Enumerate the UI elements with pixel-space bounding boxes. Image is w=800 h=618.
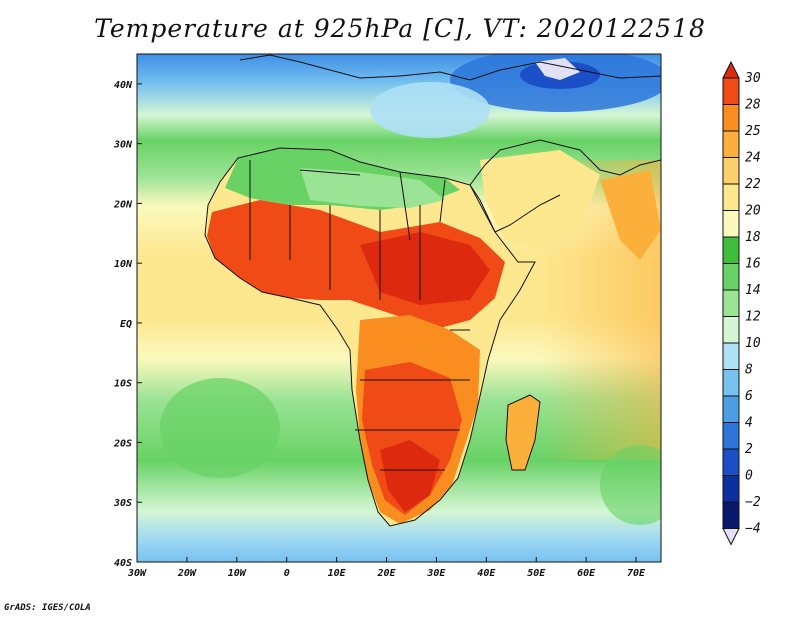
lon-tick-label: 60E	[577, 568, 596, 579]
colorbar-top-arrow	[722, 60, 740, 79]
colorbar-segment	[722, 422, 740, 450]
colorbar-segment	[722, 475, 740, 503]
lon-tick-label: 10E	[328, 568, 347, 579]
lat-tick-label: 10N	[114, 259, 133, 270]
colorbar-label: 20	[745, 204, 761, 219]
map-title: Temperature at 925hPa [C], VT: 202012251…	[94, 14, 706, 43]
colorbar-label: 30	[744, 71, 761, 86]
lat-tick-label: 40S	[114, 558, 132, 569]
lon-tick-label: 40E	[477, 568, 496, 579]
colorbar-segment	[722, 104, 740, 132]
colorbar-segment	[722, 183, 740, 211]
colorbar-segment	[722, 342, 740, 370]
lon-tick-label: 10W	[228, 568, 247, 579]
colorbar-label: 10	[745, 336, 761, 351]
colorbar-label: 22	[745, 177, 761, 192]
colorbar-label: 24	[745, 151, 761, 166]
colorbar-segment	[722, 236, 740, 264]
colorbar-segment	[722, 369, 740, 397]
colorbar-label: 2	[745, 442, 753, 457]
colorbar-bottom-arrow	[722, 528, 740, 546]
colorbar-label: −2	[745, 495, 761, 510]
lat-tick-label: 30N	[113, 140, 133, 151]
colorbar-segment	[722, 501, 740, 529]
colorbar-label: 18	[745, 230, 761, 245]
colorbar-segment	[722, 316, 740, 344]
colorbar-label: 14	[745, 283, 761, 298]
colorbar-segment	[722, 157, 740, 185]
lat-tick-label: EQ	[120, 319, 132, 330]
colorbar-label: 0	[745, 469, 753, 484]
colorbar-segment	[722, 210, 740, 238]
colorbar-segment	[722, 395, 740, 423]
lon-tick-label: 50E	[527, 568, 546, 579]
colorbar-segment	[722, 289, 740, 317]
colorbar-label: 6	[745, 389, 753, 404]
lat-tick-label: 30S	[113, 498, 132, 509]
lon-tick-label: 70E	[627, 568, 646, 579]
colorbar-segment	[722, 130, 740, 158]
lat-tick-label: 40N	[114, 80, 133, 91]
lon-tick-label: 30W	[127, 568, 147, 579]
lon-tick-label: 20W	[177, 568, 197, 579]
lon-tick-label: 0	[284, 568, 290, 579]
colorbar-label: 25	[745, 124, 761, 139]
colorbar-segment	[722, 448, 740, 476]
lat-tick-label: 10S	[114, 379, 132, 390]
lon-tick-label: 20E	[376, 568, 396, 579]
temperature-field	[137, 54, 661, 562]
longitude-axis: 30W 20W 10W 0 10E 20E 30E 40E 50E 60E 70E	[127, 557, 646, 579]
colorbar-label: 16	[745, 257, 761, 272]
lat-tick-label: 20N	[113, 199, 133, 210]
colorbar-label: 12	[745, 310, 761, 325]
colorbar-segment	[722, 77, 740, 105]
colorbar-label: −4	[745, 522, 761, 537]
colorbar-label: 8	[745, 363, 753, 378]
credit-text: GrADS: IGES/COLA	[4, 603, 91, 613]
colorbar-label: 4	[745, 416, 753, 431]
lon-tick-label: 30E	[426, 568, 446, 579]
latitude-axis: 40N 30N 20N 10N EQ 10S 20S 30S 40S	[113, 80, 142, 569]
colorbar-label: 28	[745, 98, 761, 113]
lat-tick-label: 20S	[113, 438, 132, 449]
map-frame	[136, 53, 662, 563]
colorbar-segment	[722, 263, 740, 291]
